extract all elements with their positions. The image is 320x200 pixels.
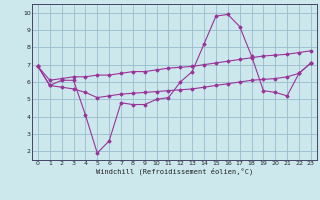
X-axis label: Windchill (Refroidissement éolien,°C): Windchill (Refroidissement éolien,°C)	[96, 168, 253, 175]
